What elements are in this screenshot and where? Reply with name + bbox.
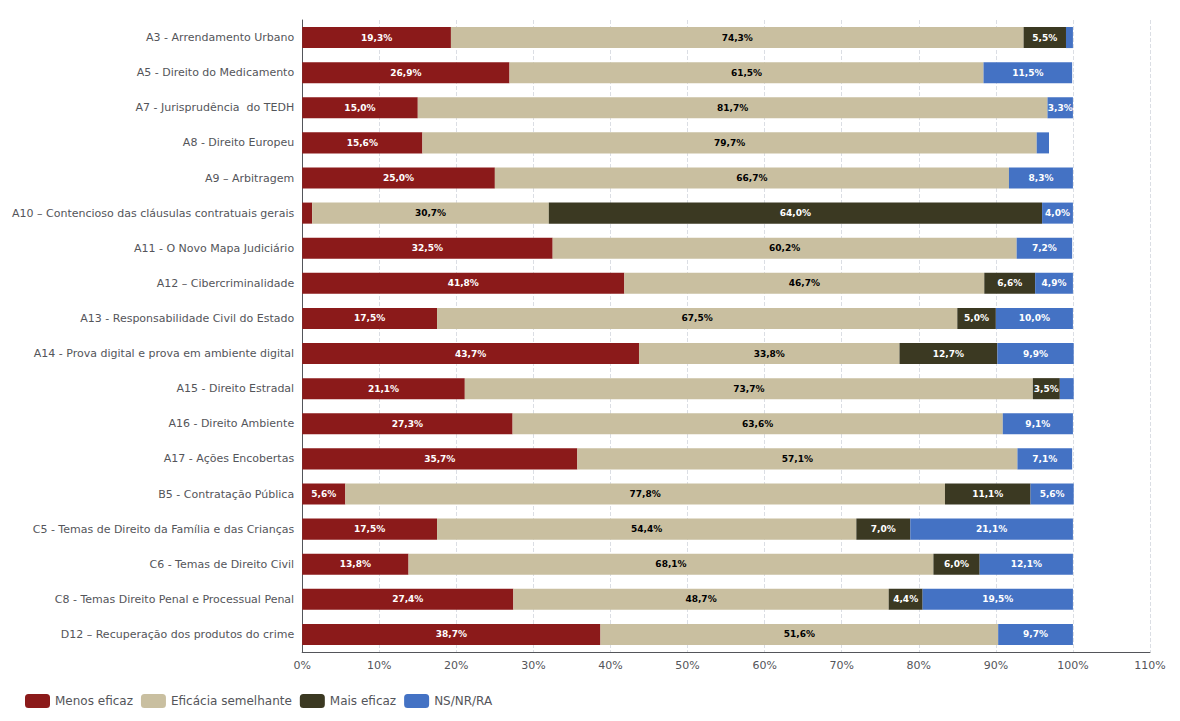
svg-text:3,3%: 3,3% bbox=[1048, 103, 1073, 113]
svg-text:15,6%: 15,6% bbox=[347, 138, 378, 148]
svg-text:57,1%: 57,1% bbox=[782, 454, 813, 464]
svg-text:25,0%: 25,0% bbox=[383, 173, 414, 183]
svg-text:6,6%: 6,6% bbox=[997, 278, 1022, 288]
svg-text:7,1%: 7,1% bbox=[1032, 454, 1057, 464]
svg-text:13,8%: 13,8% bbox=[340, 559, 371, 569]
svg-text:A5 - Direito do Medicamento: A5 - Direito do Medicamento bbox=[137, 66, 295, 79]
svg-text:110%: 110% bbox=[1134, 659, 1165, 672]
svg-text:51,6%: 51,6% bbox=[784, 629, 815, 639]
svg-text:50%: 50% bbox=[675, 659, 699, 672]
svg-text:43,7%: 43,7% bbox=[455, 349, 486, 359]
svg-text:5,6%: 5,6% bbox=[311, 489, 336, 499]
svg-text:80%: 80% bbox=[907, 659, 931, 672]
svg-text:A3 - Arrendamento Urbano: A3 - Arrendamento Urbano bbox=[146, 31, 294, 44]
svg-text:74,3%: 74,3% bbox=[722, 33, 753, 43]
svg-text:5,5%: 5,5% bbox=[1032, 33, 1057, 43]
svg-text:48,7%: 48,7% bbox=[685, 594, 716, 604]
svg-text:4,0%: 4,0% bbox=[1045, 208, 1070, 218]
svg-text:A10 – Contencioso das cláusula: A10 – Contencioso das cláusulas contratu… bbox=[12, 207, 294, 220]
svg-text:60%: 60% bbox=[752, 659, 776, 672]
svg-text:7,0%: 7,0% bbox=[871, 524, 896, 534]
svg-text:27,4%: 27,4% bbox=[392, 594, 423, 604]
svg-text:90%: 90% bbox=[984, 659, 1008, 672]
svg-text:4,4%: 4,4% bbox=[893, 594, 918, 604]
svg-text:68,1%: 68,1% bbox=[655, 559, 686, 569]
svg-text:21,1%: 21,1% bbox=[976, 524, 1007, 534]
svg-text:46,7%: 46,7% bbox=[789, 278, 820, 288]
svg-text:10,0%: 10,0% bbox=[1019, 313, 1050, 323]
svg-text:9,7%: 9,7% bbox=[1023, 629, 1048, 639]
svg-text:NS/NR/RA: NS/NR/RA bbox=[434, 694, 493, 708]
svg-text:17,5%: 17,5% bbox=[354, 313, 385, 323]
svg-text:6,0%: 6,0% bbox=[944, 559, 969, 569]
svg-text:70%: 70% bbox=[829, 659, 853, 672]
svg-text:A16 - Direito Ambiente: A16 - Direito Ambiente bbox=[168, 417, 294, 430]
svg-text:63,6%: 63,6% bbox=[742, 419, 773, 429]
svg-text:32,5%: 32,5% bbox=[412, 243, 443, 253]
svg-text:79,7%: 79,7% bbox=[714, 138, 745, 148]
svg-text:61,5%: 61,5% bbox=[731, 68, 762, 78]
svg-text:C5 - Temas de Direito da Famíl: C5 - Temas de Direito da Família e das C… bbox=[33, 523, 295, 536]
svg-text:20%: 20% bbox=[444, 659, 468, 672]
svg-text:A11 - O Novo Mapa Judiciário: A11 - O Novo Mapa Judiciário bbox=[134, 242, 294, 255]
svg-text:40%: 40% bbox=[598, 659, 622, 672]
svg-text:5,0%: 5,0% bbox=[964, 313, 989, 323]
svg-text:67,5%: 67,5% bbox=[682, 313, 713, 323]
svg-text:3,5%: 3,5% bbox=[1034, 384, 1059, 394]
svg-text:66,7%: 66,7% bbox=[736, 173, 767, 183]
svg-text:B5 - Contratação Pública: B5 - Contratação Pública bbox=[158, 488, 294, 501]
svg-text:0%: 0% bbox=[293, 659, 310, 672]
svg-text:A12 – Cibercriminalidade: A12 – Cibercriminalidade bbox=[157, 277, 295, 290]
svg-text:33,8%: 33,8% bbox=[754, 349, 785, 359]
svg-text:30%: 30% bbox=[521, 659, 545, 672]
svg-text:54,4%: 54,4% bbox=[631, 524, 662, 534]
svg-text:41,8%: 41,8% bbox=[448, 278, 479, 288]
svg-text:21,1%: 21,1% bbox=[368, 384, 399, 394]
svg-text:12,1%: 12,1% bbox=[1011, 559, 1042, 569]
svg-text:9,9%: 9,9% bbox=[1023, 349, 1048, 359]
svg-text:27,3%: 27,3% bbox=[392, 419, 423, 429]
svg-text:60,2%: 60,2% bbox=[769, 243, 800, 253]
svg-text:C8 - Temas Direito Penal e Pro: C8 - Temas Direito Penal e Processual Pe… bbox=[55, 593, 294, 606]
svg-text:73,7%: 73,7% bbox=[733, 384, 764, 394]
svg-text:5,6%: 5,6% bbox=[1040, 489, 1065, 499]
svg-text:19,5%: 19,5% bbox=[982, 594, 1013, 604]
svg-text:17,5%: 17,5% bbox=[354, 524, 385, 534]
svg-text:7,2%: 7,2% bbox=[1032, 243, 1057, 253]
svg-text:A7 - Jurisprudência do TEDH: A7 - Jurisprudência do TEDH bbox=[135, 101, 294, 114]
svg-text:12,7%: 12,7% bbox=[933, 349, 964, 359]
svg-text:A15 - Direito Estradal: A15 - Direito Estradal bbox=[176, 382, 294, 395]
svg-text:15,0%: 15,0% bbox=[344, 103, 375, 113]
svg-text:A9 – Arbitragem: A9 – Arbitragem bbox=[205, 172, 294, 185]
svg-text:C6 - Temas de Direito Civil: C6 - Temas de Direito Civil bbox=[149, 558, 294, 571]
svg-text:A13 - Responsabilidade Civil d: A13 - Responsabilidade Civil do Estado bbox=[80, 312, 294, 325]
svg-text:Menos eficaz: Menos eficaz bbox=[55, 694, 133, 708]
svg-text:10%: 10% bbox=[367, 659, 391, 672]
svg-text:81,7%: 81,7% bbox=[717, 103, 748, 113]
svg-text:A14 - Prova digital e prova em: A14 - Prova digital e prova em ambiente … bbox=[34, 347, 294, 360]
svg-text:D12 – Recuperação dos produtos: D12 – Recuperação dos produtos do crime bbox=[61, 628, 295, 641]
svg-text:30,7%: 30,7% bbox=[415, 208, 446, 218]
svg-text:100%: 100% bbox=[1057, 659, 1088, 672]
svg-text:8,3%: 8,3% bbox=[1028, 173, 1053, 183]
svg-text:A8 - Direito Europeu: A8 - Direito Europeu bbox=[183, 136, 294, 149]
svg-text:A17 - Ações Encobertas: A17 - Ações Encobertas bbox=[164, 452, 295, 465]
svg-text:26,9%: 26,9% bbox=[390, 68, 421, 78]
svg-text:Eficácia semelhante: Eficácia semelhante bbox=[171, 694, 292, 708]
svg-text:9,1%: 9,1% bbox=[1025, 419, 1050, 429]
svg-text:4,9%: 4,9% bbox=[1042, 278, 1067, 288]
svg-text:38,7%: 38,7% bbox=[436, 629, 467, 639]
svg-text:11,5%: 11,5% bbox=[1012, 68, 1043, 78]
svg-text:Mais eficaz: Mais eficaz bbox=[330, 694, 396, 708]
svg-text:77,8%: 77,8% bbox=[630, 489, 661, 499]
svg-text:64,0%: 64,0% bbox=[780, 208, 811, 218]
svg-text:35,7%: 35,7% bbox=[424, 454, 455, 464]
svg-text:11,1%: 11,1% bbox=[972, 489, 1003, 499]
svg-text:19,3%: 19,3% bbox=[361, 33, 392, 43]
